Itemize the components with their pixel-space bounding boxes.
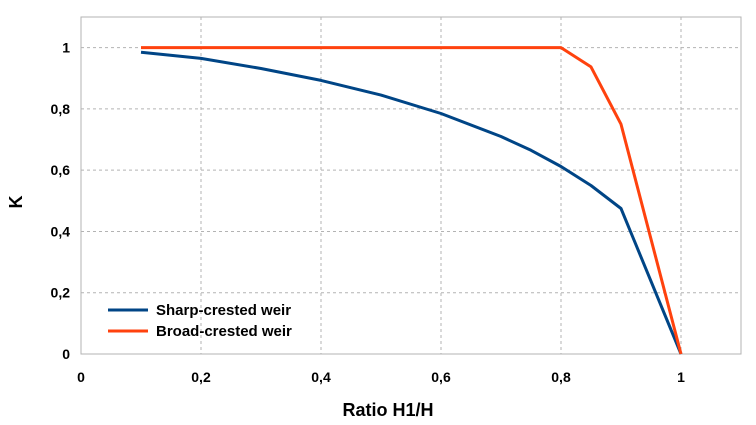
y-tick-label: 0,4	[51, 223, 71, 239]
x-tick-label: 0,8	[551, 369, 571, 385]
y-tick-label: 0,6	[51, 162, 71, 178]
y-tick-label: 0,8	[51, 101, 71, 117]
x-tick-label: 0,6	[431, 369, 451, 385]
x-tick-label: 1	[677, 369, 685, 385]
x-axis-tick-labels: 0 0,2 0,4 0,6 0,8 1	[77, 369, 685, 385]
series-layer	[140, 46, 683, 355]
legend-label-sharp-crested: Sharp-crested weir	[156, 302, 291, 319]
x-tick-label: 0	[77, 369, 85, 385]
x-axis-title: Ratio H1/H	[342, 400, 433, 420]
y-axis-title: K	[6, 196, 26, 209]
legend: Sharp-crested weir Broad-crested weir	[108, 302, 292, 340]
legend-label-broad-crested: Broad-crested weir	[156, 323, 292, 340]
y-tick-label: 1	[62, 40, 70, 56]
x-tick-label: 0,2	[191, 369, 211, 385]
y-tick-label: 0,2	[51, 285, 71, 301]
x-tick-label: 0,4	[311, 369, 331, 385]
y-tick-label: 0	[62, 346, 70, 362]
y-axis-tick-labels: 0 0,2 0,4 0,6 0,8 1	[51, 40, 71, 362]
plot-area-frame	[80, 16, 742, 355]
series-line-broad-crested	[141, 46, 683, 355]
series-line-sharp-crested	[140, 50, 683, 355]
